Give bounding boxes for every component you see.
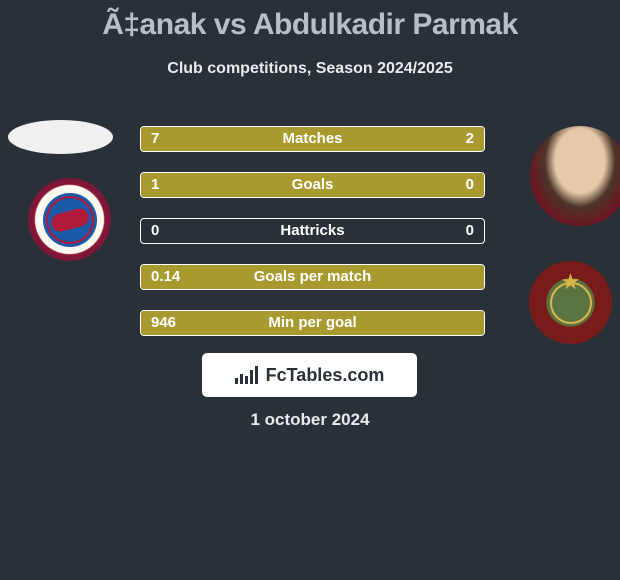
stat-label: Goals per match: [141, 268, 484, 285]
stat-value-right: 0: [466, 176, 474, 193]
stat-value-right: 2: [466, 130, 474, 147]
stat-row-min-per-goal: 946 Min per goal: [140, 310, 485, 336]
player-right-avatar: [530, 126, 620, 226]
logo-text: FcTables.com: [266, 365, 385, 386]
stat-label: Hattricks: [141, 222, 484, 239]
player-left-club-badge: [28, 178, 111, 261]
star-icon: ★: [561, 269, 581, 295]
club-badge-stripe: [49, 206, 90, 233]
fctables-logo: FcTables.com: [202, 353, 417, 397]
stat-row-goals-per-match: 0.14 Goals per match: [140, 264, 485, 290]
player-right-club-badge: ★: [529, 261, 612, 344]
player-left-avatar: [8, 120, 113, 154]
stat-row-matches: 7 Matches 2: [140, 126, 485, 152]
stat-label: Matches: [141, 130, 484, 147]
page-title: Ã‡anak vs Abdulkadir Parmak: [0, 0, 620, 42]
stat-label: Goals: [141, 176, 484, 193]
stat-row-goals: 1 Goals 0: [140, 172, 485, 198]
stat-label: Min per goal: [141, 314, 484, 331]
stats-container: 7 Matches 2 1 Goals 0 0 Hattricks 0 0.14…: [140, 126, 485, 356]
club-badge-inner: [43, 193, 97, 247]
stat-row-hattricks: 0 Hattricks 0: [140, 218, 485, 244]
date-text: 1 october 2024: [0, 410, 620, 430]
subtitle: Club competitions, Season 2024/2025: [0, 60, 620, 78]
bar-chart-icon: [235, 366, 260, 384]
stat-value-right: 0: [466, 222, 474, 239]
